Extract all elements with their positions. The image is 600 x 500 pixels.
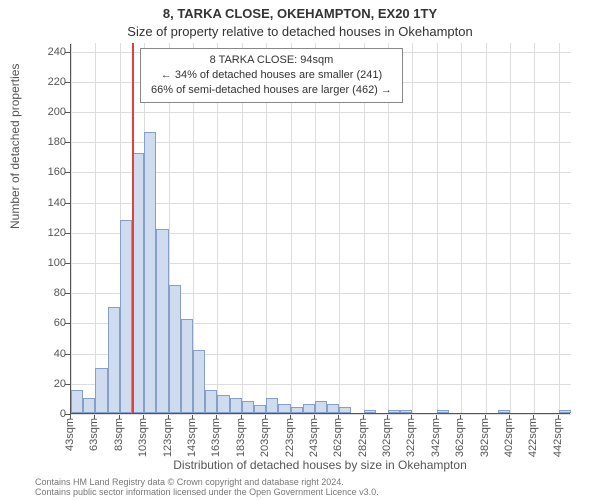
x-tick-label: 362sqm (454, 418, 466, 457)
marker-line (132, 43, 134, 413)
histogram-bar (315, 401, 327, 413)
histogram-bar (144, 132, 156, 413)
chart-title-main: 8, TARKA CLOSE, OKEHAMPTON, EX20 1TY (0, 6, 600, 21)
gridline-v (534, 43, 535, 413)
x-tick-label: 83sqm (113, 418, 125, 451)
y-tick-label: 120 (26, 227, 66, 239)
gridline-v (71, 43, 72, 413)
y-tick-label: 0 (26, 408, 66, 420)
chart-title-sub: Size of property relative to detached ho… (0, 24, 600, 39)
x-tick-label: 302sqm (381, 418, 393, 457)
x-axis-label: Distribution of detached houses by size … (70, 458, 570, 472)
x-tick-label: 223sqm (284, 418, 296, 457)
x-tick-label: 422sqm (527, 418, 539, 457)
gridline-v (95, 43, 96, 413)
y-axis-label: Number of detached properties (8, 64, 22, 229)
histogram-bar (303, 404, 315, 413)
x-tick-label: 63sqm (88, 418, 100, 451)
y-tick-label: 160 (26, 166, 66, 178)
info-line-1: 8 TARKA CLOSE: 94sqm (151, 53, 392, 68)
y-tick-label: 40 (26, 348, 66, 360)
footer-line-2: Contains public sector information licen… (35, 488, 379, 498)
gridline-v (559, 43, 560, 413)
gridline-v (412, 43, 413, 413)
x-tick-label: 442sqm (552, 418, 564, 457)
info-line-2: ← 34% of detached houses are smaller (24… (151, 68, 392, 83)
gridline-h (71, 112, 571, 113)
x-tick-label: 243sqm (308, 418, 320, 457)
footer-attrib: Contains HM Land Registry data © Crown c… (35, 478, 379, 498)
histogram-bar (278, 404, 290, 413)
info-box: 8 TARKA CLOSE: 94sqm ← 34% of detached h… (140, 48, 403, 103)
y-tick-label: 200 (26, 106, 66, 118)
gridline-h (71, 414, 571, 415)
info-line-3: 66% of semi-detached houses are larger (… (151, 83, 392, 98)
y-tick-label: 20 (26, 378, 66, 390)
x-tick-label: 103sqm (137, 418, 149, 457)
gridline-v (510, 43, 511, 413)
histogram-bar (498, 410, 510, 413)
x-tick-label: 43sqm (64, 418, 76, 451)
gridline-v (486, 43, 487, 413)
x-tick-label: 183sqm (235, 418, 247, 457)
gridline-v (437, 43, 438, 413)
histogram-bar (230, 398, 242, 413)
histogram-bar (95, 368, 107, 413)
histogram-bar (205, 390, 217, 413)
gridline-v (461, 43, 462, 413)
y-tick-label: 140 (26, 197, 66, 209)
histogram-bar (71, 390, 83, 413)
histogram-bar (254, 405, 266, 413)
x-tick-label: 163sqm (210, 418, 222, 457)
histogram-bar (400, 410, 412, 413)
histogram-bar (156, 229, 168, 413)
histogram-bar (193, 350, 205, 413)
x-tick-label: 203sqm (259, 418, 271, 457)
x-tick-label: 143sqm (186, 418, 198, 457)
histogram-bar (364, 410, 376, 413)
y-tick-label: 240 (26, 46, 66, 58)
y-tick-label: 80 (26, 287, 66, 299)
x-tick-label: 123sqm (162, 418, 174, 457)
histogram-bar (242, 401, 254, 413)
y-tick-label: 180 (26, 136, 66, 148)
histogram-bar (120, 220, 132, 413)
histogram-bar (291, 407, 303, 413)
histogram-bar (339, 407, 351, 413)
x-tick-label: 382sqm (479, 418, 491, 457)
x-tick-label: 402sqm (503, 418, 515, 457)
y-tick-label: 60 (26, 317, 66, 329)
histogram-bar (169, 285, 181, 413)
histogram-bar (388, 410, 400, 413)
histogram-bar (217, 395, 229, 413)
x-tick-label: 342sqm (430, 418, 442, 457)
x-tick-label: 262sqm (332, 418, 344, 457)
histogram-bar (83, 398, 95, 413)
histogram-bar (266, 398, 278, 413)
histogram-bar (108, 307, 120, 413)
y-tick-label: 220 (26, 76, 66, 88)
histogram-bar (181, 319, 193, 413)
histogram-bar (327, 404, 339, 413)
histogram-bar (437, 410, 449, 413)
y-tick-label: 100 (26, 257, 66, 269)
histogram-bar (559, 410, 571, 413)
x-tick-label: 282sqm (357, 418, 369, 457)
x-tick-label: 322sqm (405, 418, 417, 457)
